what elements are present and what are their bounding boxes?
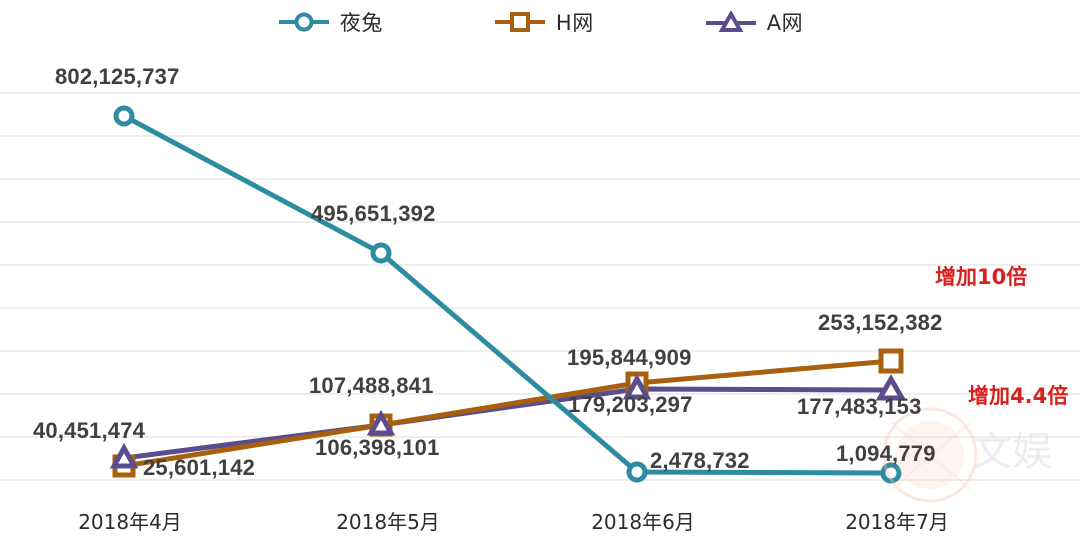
legend-label-awang: A网 [766,11,804,35]
legend-marker-square-icon [494,12,545,32]
data-label-yetu-3: 1,094,779 [836,441,936,466]
marker-yetu-2 [626,461,648,483]
series-markers-awang [109,373,907,469]
data-label-hwang-0: 25,601,142 [143,455,256,480]
data-label-hwang-3: 253,152,382 [818,310,943,335]
x-tick-0: 2018年4月 [78,510,182,534]
data-label-awang-0: 40,451,474 [33,418,146,443]
marker-yetu-3 [880,462,902,484]
series-line-awang [123,386,892,461]
legend-item-yetu[interactable]: 夜兔 [277,7,383,37]
data-label-yetu-1: 495,651,392 [311,201,436,226]
series-line-yetu [122,113,892,476]
gridlines [0,92,1080,481]
legend-marker-triangle-icon [705,11,756,32]
marker-awang-3 [875,374,907,401]
legend-label-yetu: 夜兔 [339,11,383,35]
legend-item-hwang[interactable]: H网 [493,7,594,37]
legend-label-hwang: H网 [555,11,594,35]
legend-marker-circle-icon [278,12,329,32]
legend-item-awang[interactable]: A网 [704,7,803,37]
series-markers-yetu [113,105,902,484]
data-label-hwang-2: 195,844,909 [567,345,692,370]
x-tick-1: 2018年5月 [336,510,440,534]
marker-awang-2 [622,373,652,400]
x-axis: 2018年4月 2018年5月 2018年6月 2018年7月 [0,500,1080,544]
annotation-increase-10x: 增加10倍 [935,265,1028,289]
marker-yetu-1 [370,242,392,264]
data-label-awang-3: 177,483,153 [797,394,922,419]
x-tick-3: 2018年7月 [845,510,949,534]
marker-awang-1 [366,409,396,436]
data-label-yetu-0: 802,125,737 [55,64,180,89]
chart-legend: 夜兔 H网 A网 [0,0,1080,44]
data-label-awang-1: 106,398,101 [315,435,440,460]
plot-area [0,44,1080,500]
marker-hwang-3 [878,348,904,374]
data-label-hwang-1: 107,488,841 [309,373,434,398]
x-tick-2: 2018年6月 [591,510,695,534]
marker-yetu-0 [113,105,135,127]
marker-awang-0 [109,442,139,469]
annotation-increase-4-4x: 增加4.4倍 [968,384,1069,408]
series-line-hwang [123,358,892,469]
data-label-yetu-2: 2,478,732 [650,448,750,473]
plot-svg [0,92,1080,484]
data-label-awang-2: 179,203,297 [568,392,693,417]
